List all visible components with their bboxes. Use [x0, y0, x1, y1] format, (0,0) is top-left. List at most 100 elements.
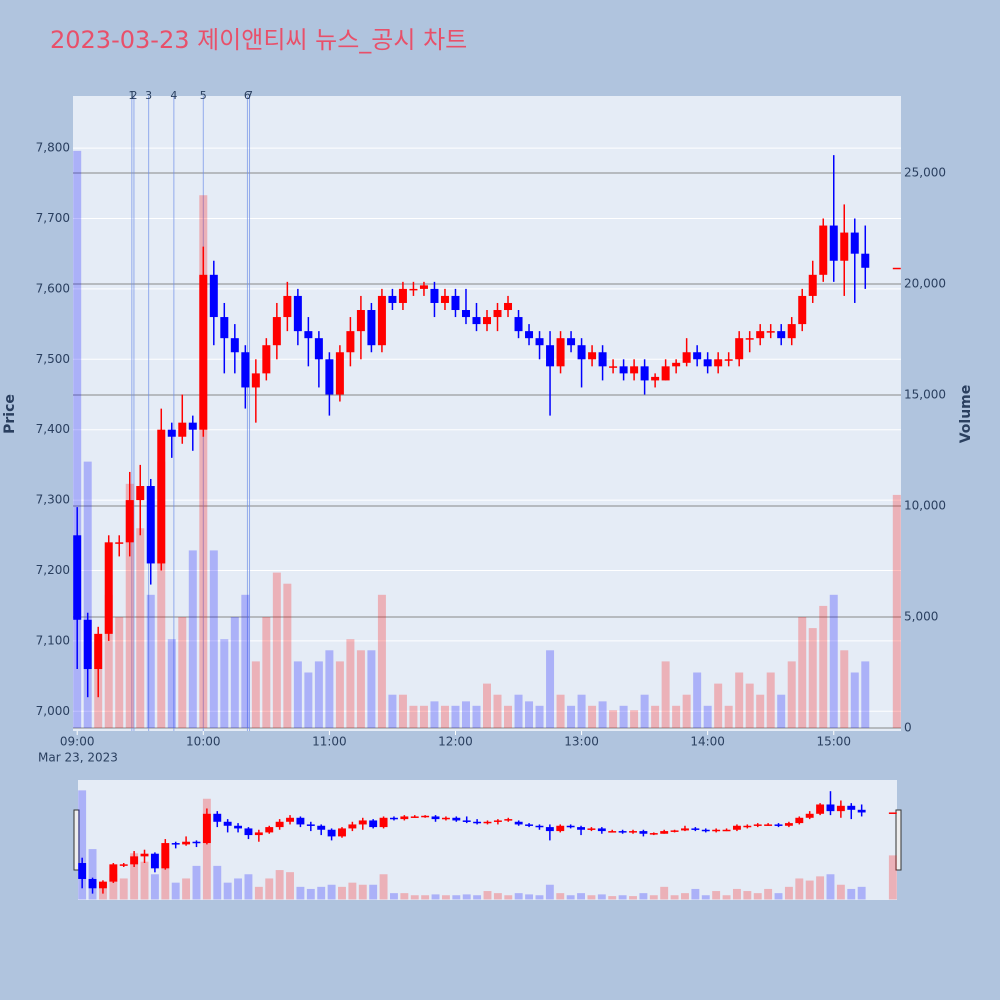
volume-bar — [651, 705, 660, 729]
range-slider[interactable] — [78, 780, 897, 900]
candle-body — [649, 833, 658, 835]
candle-body — [109, 864, 118, 882]
candle-body — [766, 331, 775, 333]
candle-body — [639, 831, 648, 834]
range-handle[interactable] — [73, 809, 80, 871]
x-tick-label: 10:00 — [186, 735, 221, 749]
candle-body — [251, 373, 260, 388]
candle-body — [88, 878, 97, 889]
volume-bar — [701, 895, 710, 900]
volume-bar — [171, 882, 180, 900]
candle-body — [150, 853, 159, 869]
volume-bar — [178, 617, 187, 729]
volume-bar — [88, 849, 97, 900]
candle-body — [461, 310, 470, 318]
volume-bar — [241, 594, 250, 729]
volume-bar — [639, 893, 648, 900]
volume-bar — [745, 683, 754, 729]
candle-body — [94, 633, 103, 670]
candle-body — [140, 853, 149, 857]
candle-body — [98, 881, 107, 889]
y2-tick-label: 20,000 — [904, 277, 946, 291]
x-date-label: Mar 23, 2023 — [38, 751, 118, 765]
volume-bar — [525, 701, 534, 729]
volume-bar — [461, 701, 470, 729]
volume-bar — [691, 888, 700, 900]
volume-bar — [483, 891, 492, 900]
news-label: 3 — [145, 89, 152, 102]
candle-body — [525, 824, 534, 826]
candle-body — [369, 820, 378, 828]
volume-bar — [493, 893, 502, 900]
news-label: 6 — [244, 89, 251, 102]
candle-body — [805, 813, 814, 818]
candle-body — [732, 825, 741, 830]
y-tick-label: 7,600 — [36, 281, 70, 295]
volume-bar — [73, 150, 82, 729]
volume-bar — [150, 874, 159, 900]
volume-bar — [346, 639, 355, 729]
volume-bar — [136, 528, 145, 729]
candle-body — [493, 820, 502, 822]
y-tick-label: 7,700 — [36, 211, 70, 225]
candle-body — [892, 267, 901, 270]
x-tick-label: 12:00 — [438, 735, 473, 749]
candle-body — [774, 824, 783, 826]
volume-bar — [146, 594, 155, 729]
volume-bar — [661, 661, 670, 729]
volume-bar — [714, 683, 723, 729]
volume-bar — [545, 884, 554, 900]
volume-bar — [493, 694, 502, 729]
candle-body — [483, 317, 491, 325]
volume-bar — [304, 672, 313, 729]
candle-body — [171, 843, 180, 845]
candle-body — [241, 352, 250, 388]
candle-body — [661, 366, 670, 381]
volume-bar — [829, 594, 838, 729]
x-tick-label: 13:00 — [564, 735, 599, 749]
candle-body — [325, 359, 334, 395]
volume-bar — [109, 874, 118, 900]
candle-body — [409, 288, 418, 291]
candle-body — [798, 295, 807, 325]
y-tick-label: 7,500 — [36, 352, 70, 366]
candle-body — [265, 827, 274, 833]
volume-bar — [398, 694, 407, 729]
volume-bar — [847, 888, 856, 900]
y2-axis-title: Volume — [958, 385, 974, 444]
x-tick-label: 15:00 — [816, 735, 851, 749]
candle-body — [192, 841, 201, 844]
candle-body — [681, 828, 689, 831]
candle-body — [764, 824, 773, 826]
candle-body — [712, 829, 721, 832]
candle-body — [556, 825, 565, 832]
volume-bar — [293, 661, 302, 729]
candle-body — [701, 829, 710, 832]
candle-body — [566, 825, 575, 828]
candle-body — [377, 295, 386, 346]
volume-bar — [400, 893, 409, 900]
candle-body — [462, 820, 471, 822]
volume-bar — [640, 694, 649, 729]
candle-body — [367, 310, 376, 346]
volume-bar — [367, 650, 376, 729]
volume-bar — [660, 886, 669, 900]
candle-body — [724, 359, 733, 361]
volume-bar — [556, 694, 565, 729]
volume-bar — [774, 893, 783, 900]
candle-body — [130, 856, 139, 865]
y-tick-label: 7,300 — [36, 493, 70, 507]
volume-bar — [188, 550, 197, 729]
volume-bar — [430, 701, 439, 729]
volume-bar — [119, 878, 128, 900]
plot-area — [73, 96, 901, 731]
candle-body — [850, 232, 859, 254]
candle-body — [421, 815, 430, 818]
candle-body — [146, 486, 155, 564]
candle-body — [182, 841, 191, 845]
range-handle[interactable] — [895, 809, 902, 871]
volume-bar — [892, 494, 901, 729]
volume-bar — [850, 672, 859, 729]
y2-tick-label: 5,000 — [904, 610, 938, 624]
news-label: 2 — [130, 89, 137, 102]
